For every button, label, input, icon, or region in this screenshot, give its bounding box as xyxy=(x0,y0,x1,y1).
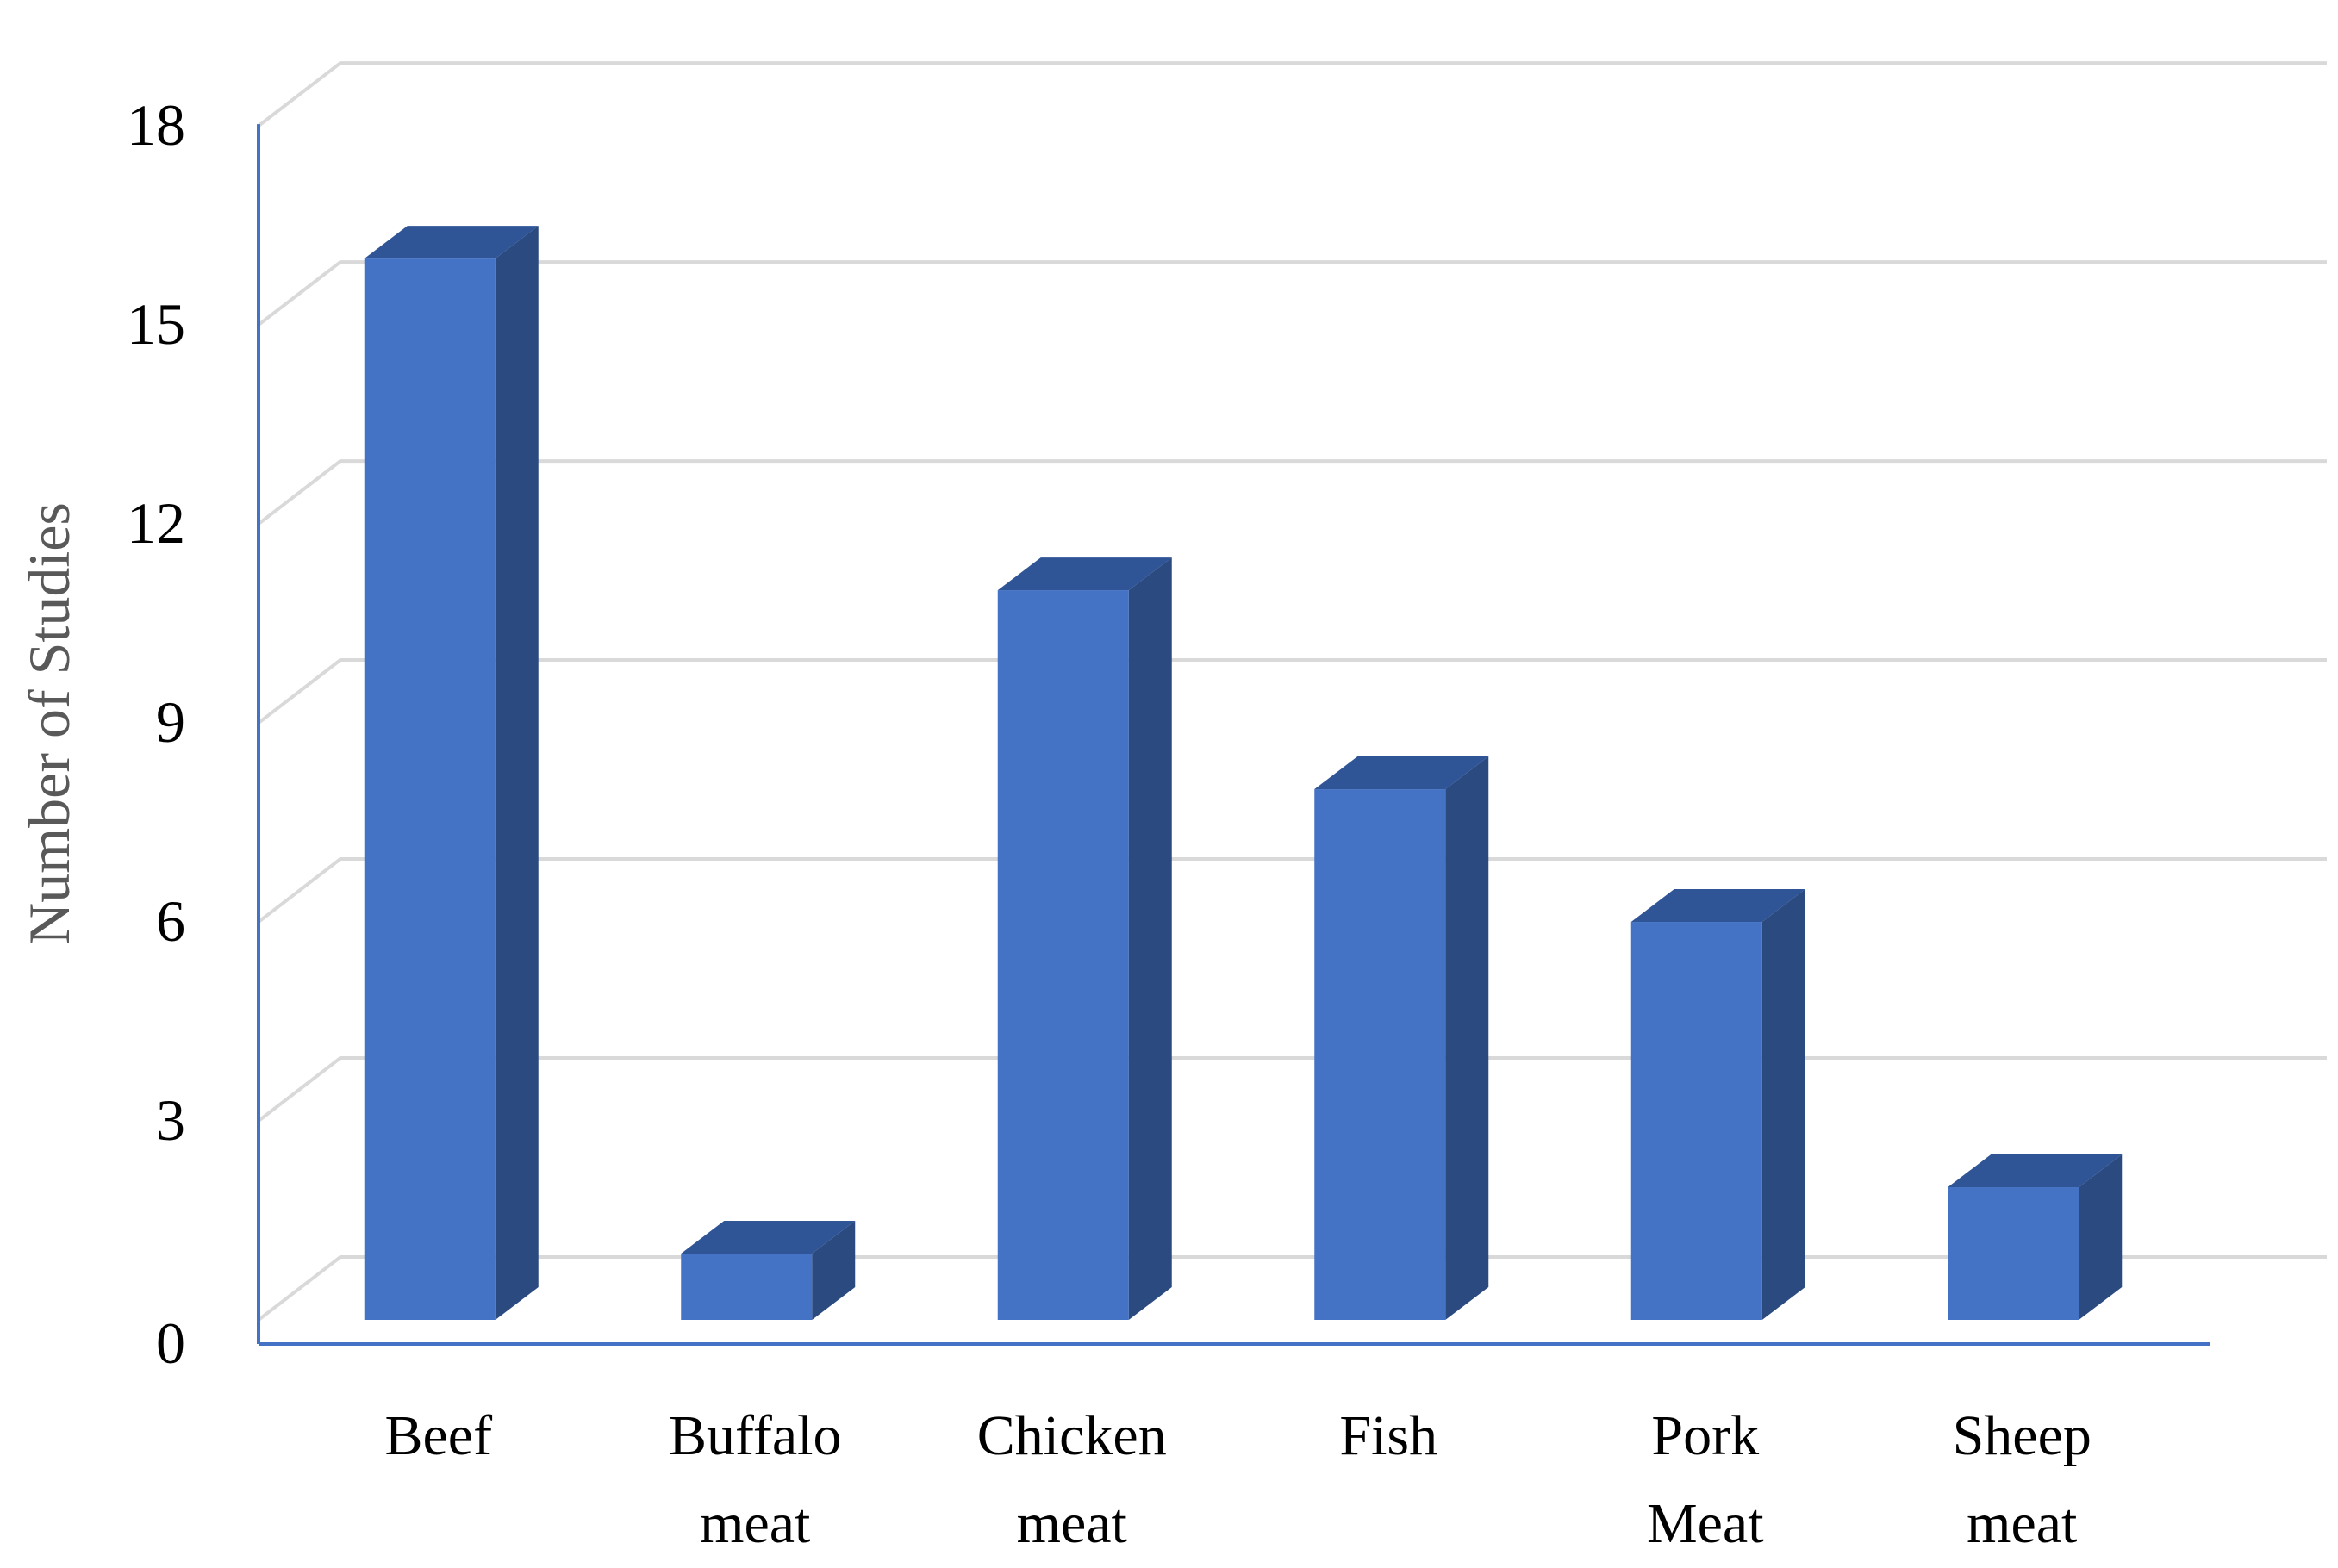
bar-top xyxy=(1314,756,1489,790)
y-tick-label: 12 xyxy=(127,490,185,556)
bar-top xyxy=(997,557,1172,591)
bar-top xyxy=(681,1221,856,1254)
y-tick-label: 18 xyxy=(127,92,185,158)
x-tick-label: Chicken xyxy=(977,1404,1167,1467)
bar-side xyxy=(1128,557,1172,1320)
y-tick-label: 3 xyxy=(156,1087,185,1153)
bar-front xyxy=(364,258,496,1321)
bar-side xyxy=(495,226,539,1321)
y-tick-label: 15 xyxy=(127,291,185,357)
gridline xyxy=(257,1056,2327,1123)
x-tick-label: meat xyxy=(700,1492,810,1555)
bar xyxy=(1314,756,1489,1320)
bar xyxy=(681,1221,856,1320)
bar-side xyxy=(1761,889,1805,1320)
x-tick-label: meat xyxy=(1967,1492,2077,1555)
y-tick-label: 6 xyxy=(156,888,185,954)
gridlines xyxy=(257,61,2327,1322)
gridline xyxy=(257,260,2327,327)
bar-side xyxy=(812,1221,856,1320)
x-tick-label: Beef xyxy=(384,1404,492,1467)
bar-front xyxy=(681,1254,813,1320)
bar-top xyxy=(1948,1154,2123,1188)
x-tick-label: Meat xyxy=(1647,1492,1764,1555)
gridline xyxy=(257,857,2327,924)
x-tick-label: Fish xyxy=(1339,1404,1437,1467)
axes xyxy=(257,124,2210,1346)
y-tick-label: 0 xyxy=(156,1310,185,1376)
bar xyxy=(1630,889,1805,1320)
bar xyxy=(1948,1154,2123,1320)
gridline xyxy=(257,61,2327,128)
gridline xyxy=(257,459,2327,526)
x-tick-label: meat xyxy=(1017,1492,1127,1555)
bar-top xyxy=(364,226,539,259)
bar xyxy=(364,226,539,1321)
bars xyxy=(364,226,2123,1321)
bar-top xyxy=(1630,889,1805,923)
x-tick-label: Buffalo xyxy=(669,1404,841,1467)
x-tick-label: Sheep xyxy=(1953,1404,2092,1467)
x-tick-label: Pork xyxy=(1651,1404,1759,1467)
x-tick-labels: Beef Buffalo meat Chicken meat Fish Pork Meat Sh… xyxy=(384,1404,2091,1555)
y-tick-label: 9 xyxy=(156,689,185,755)
bar-side xyxy=(1445,756,1489,1320)
y-tick-labels: 0 3 6 9 12 15 18 xyxy=(127,92,185,1376)
bar xyxy=(997,557,1172,1320)
bar-front xyxy=(1948,1187,2079,1320)
bar-front xyxy=(1314,789,1446,1320)
bar-front xyxy=(1630,922,1762,1320)
y-axis-title: Number of Studies xyxy=(16,502,82,945)
bar-side xyxy=(2079,1154,2123,1320)
bar-front xyxy=(997,590,1129,1320)
gridline xyxy=(257,658,2327,725)
